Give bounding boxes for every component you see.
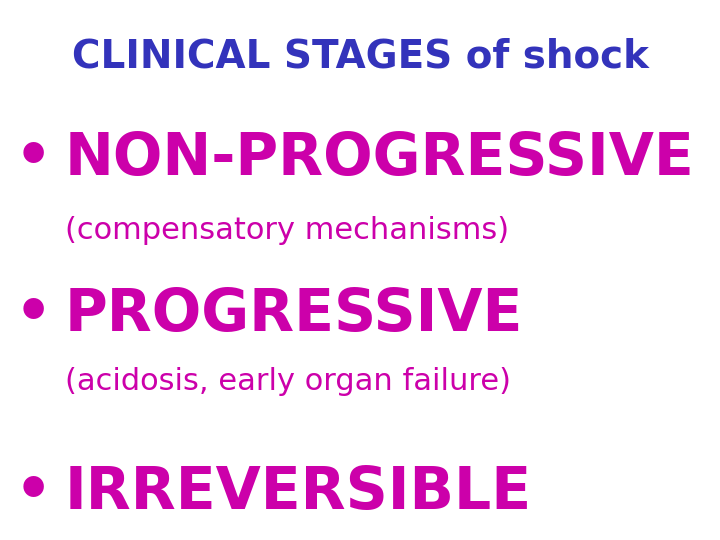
Text: (acidosis, early organ failure): (acidosis, early organ failure) [65, 367, 510, 396]
Text: (compensatory mechanisms): (compensatory mechanisms) [65, 216, 509, 245]
Text: IRREVERSIBLE: IRREVERSIBLE [65, 464, 532, 522]
Text: •: • [14, 130, 52, 187]
Text: •: • [14, 464, 52, 522]
Text: •: • [14, 286, 52, 343]
Text: NON-PROGRESSIVE: NON-PROGRESSIVE [65, 130, 695, 187]
Text: PROGRESSIVE: PROGRESSIVE [65, 286, 523, 343]
Text: CLINICAL STAGES of shock: CLINICAL STAGES of shock [71, 38, 649, 76]
